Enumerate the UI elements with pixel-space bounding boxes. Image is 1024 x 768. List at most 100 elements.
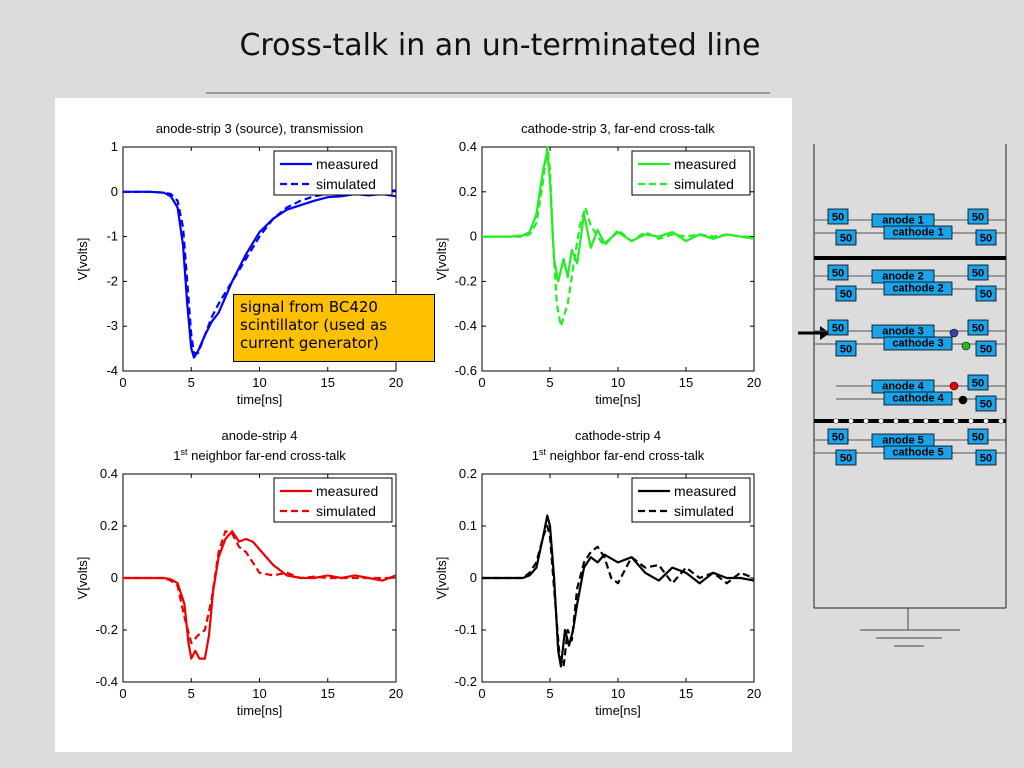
cathode-label-box-label: cathode 3 — [892, 338, 943, 350]
plane-dot — [908, 418, 914, 424]
resistor-right-bottom — [975, 449, 997, 466]
y-tick-label: -1 — [106, 229, 118, 244]
y-tick-label: 0.2 — [100, 518, 118, 533]
cathode-label-box-label: cathode 1 — [892, 227, 943, 239]
probe-dot-anode3 — [949, 328, 959, 338]
y-tick-label: -0.4 — [455, 318, 477, 333]
legend-label: measured — [316, 156, 378, 172]
resistor-left-top-label: 50 — [832, 268, 844, 280]
x-tick-label: 10 — [611, 686, 625, 701]
anode-label-box-label: anode 4 — [882, 381, 924, 393]
legend-box — [273, 150, 393, 196]
cathode-label-box-label: cathode 5 — [892, 447, 943, 459]
legend-label: simulated — [674, 503, 734, 519]
resistor-right-bottom — [975, 395, 997, 412]
chart-4: cathode-strip 4 1st neighbor far-end cros… — [434, 428, 761, 718]
x-tick-label: 10 — [252, 375, 266, 390]
x-tick-label: 0 — [478, 686, 485, 701]
chart-3: anode-strip 4 1st neighbor far-end cross-… — [75, 428, 403, 718]
probe-dot-cathode4 — [958, 395, 968, 405]
resistor-left-bottom — [835, 340, 857, 357]
plane-dot — [833, 418, 839, 424]
x-tick-label: 5 — [188, 686, 195, 701]
y-tick-label: -0.2 — [455, 273, 477, 288]
source-arrow-icon — [820, 326, 830, 340]
legend-box — [631, 477, 751, 523]
plane-dot — [923, 418, 929, 424]
series-line-simulated — [482, 524, 755, 668]
cathode-label-box — [883, 336, 953, 351]
y-tick-label: 1 — [111, 139, 118, 154]
resistor-right-top — [967, 428, 989, 445]
resistor-right-bottom — [975, 340, 997, 357]
x-tick-label: 20 — [389, 686, 403, 701]
plane-dot — [998, 418, 1004, 424]
plane-dot — [848, 418, 854, 424]
y-tick-label: 0.1 — [459, 518, 477, 533]
y-tick-label: -3 — [106, 318, 118, 333]
anode-label-box-label: anode 2 — [882, 271, 924, 283]
resistor-left-bottom-label: 50 — [840, 453, 852, 465]
series-line-measured — [123, 190, 397, 359]
legend-label: simulated — [316, 503, 376, 519]
resistor-left-bottom-label: 50 — [840, 289, 852, 301]
y-tick-label: -0.6 — [455, 363, 477, 378]
resistor-left-bottom-label: 50 — [840, 344, 852, 356]
y-axis-label: V[volts] — [75, 557, 90, 600]
resistor-left-bottom — [835, 229, 857, 246]
resistor-right-top — [967, 374, 989, 391]
series-line-simulated — [123, 530, 396, 645]
resistor-right-bottom-label: 50 — [980, 233, 992, 245]
y-axis-label: V[volts] — [434, 557, 449, 600]
cathode-label-box — [883, 225, 953, 240]
y-tick-label: 0 — [470, 229, 477, 244]
y-tick-label: 0.2 — [459, 466, 477, 481]
resistor-right-top-label: 50 — [972, 378, 984, 390]
cathode-label-box — [883, 445, 953, 460]
figure-panel: anode-strip 3 (source), transmission 0 5 10… — [55, 98, 792, 752]
y-tick-label: 0.4 — [100, 466, 118, 481]
series-line-measured — [123, 530, 397, 660]
cathode-label-box — [883, 281, 953, 296]
chart-subtitle: 1st neighbor far-end cross-talk — [173, 447, 346, 463]
x-tick-label: 15 — [321, 375, 335, 390]
x-axis-label: time[ns] — [237, 392, 283, 407]
y-tick-label: -0.2 — [455, 674, 477, 689]
x-axis-label: time[ns] — [595, 703, 641, 718]
resistor-right-bottom-label: 50 — [980, 453, 992, 465]
resistor-right-top-label: 50 — [972, 268, 984, 280]
cathode-label-box — [883, 391, 953, 406]
x-tick-label: 15 — [679, 375, 693, 390]
plane-dot — [893, 418, 899, 424]
y-tick-label: 0.4 — [459, 139, 477, 154]
resistor-right-top-label: 50 — [972, 432, 984, 444]
chart-title: anode-strip 4 — [222, 428, 298, 443]
y-tick-label: 0 — [111, 184, 118, 199]
y-tick-label: -0.2 — [96, 622, 118, 637]
resistor-right-bottom-label: 50 — [980, 289, 992, 301]
probe-dot-anode4 — [949, 381, 959, 391]
resistor-left-top-label: 50 — [832, 432, 844, 444]
x-tick-label: 20 — [389, 375, 403, 390]
resistor-left-top — [827, 428, 849, 445]
resistor-left-top — [827, 319, 849, 336]
annotation-box: signal from BC420 scintillator (used as … — [233, 294, 435, 362]
x-tick-label: 15 — [321, 686, 335, 701]
x-axis-label: time[ns] — [237, 703, 283, 718]
chart-title: anode-strip 3 (source), transmission — [156, 121, 363, 136]
resistor-left-bottom — [835, 285, 857, 302]
x-tick-label: 20 — [747, 686, 761, 701]
plane-dot — [878, 418, 884, 424]
x-tick-label: 0 — [478, 375, 485, 390]
resistor-left-top-label: 50 — [832, 212, 844, 224]
resistor-left-top-label: 50 — [832, 323, 844, 335]
plane-dot — [968, 418, 974, 424]
slide-title: Cross-talk in an un-terminated line — [239, 28, 761, 63]
resistor-left-top — [827, 264, 849, 281]
x-tick-label: 0 — [119, 686, 126, 701]
anode-label-box-label: anode 3 — [882, 326, 924, 338]
x-axis-label: time[ns] — [595, 392, 641, 407]
plane-dot — [863, 418, 869, 424]
